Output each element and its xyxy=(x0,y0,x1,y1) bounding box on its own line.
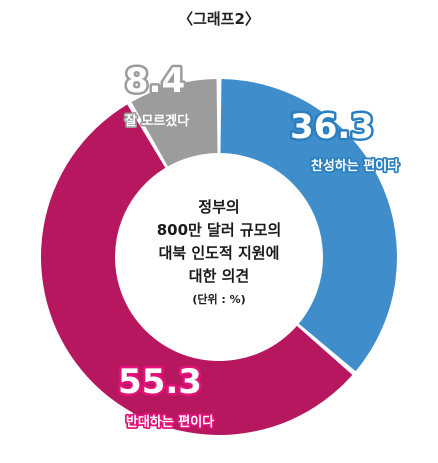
unit-label: (단위 : %) xyxy=(192,293,246,306)
donut-hole xyxy=(115,153,323,361)
center-line-1: 정부의 xyxy=(198,198,240,216)
category-label-disagree: 반대하는 편이다 xyxy=(126,414,214,430)
category-label-unsure: 잘 모르겠다 xyxy=(125,113,189,129)
value-label-agree: 36.3 xyxy=(290,107,374,147)
center-line-3: 대북 인도적 지원에 xyxy=(158,244,280,262)
value-label-unsure: 8.4 xyxy=(125,61,185,101)
value-label-disagree: 55.3 xyxy=(118,362,202,402)
page-title: 〈그래프2〉 xyxy=(178,10,260,28)
center-caption: 정부의 800만 달러 규모의 대북 인도적 지원에 대한 의견 (단위 : %… xyxy=(119,196,319,307)
center-line-4: 대한 의견 xyxy=(188,267,250,285)
category-label-agree: 찬성하는 편이다 xyxy=(311,158,399,174)
center-line-2: 800만 달러 규모의 xyxy=(156,221,282,239)
